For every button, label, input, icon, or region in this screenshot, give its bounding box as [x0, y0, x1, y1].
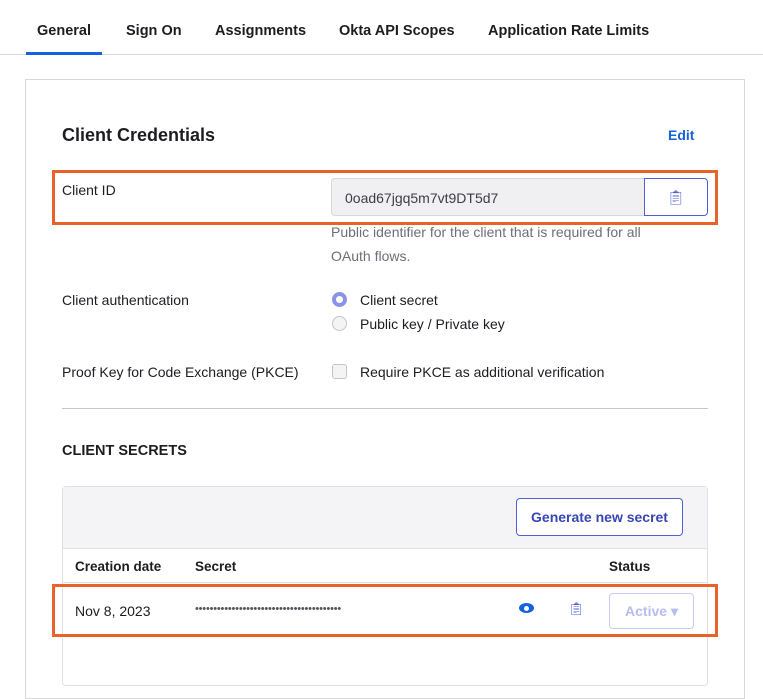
help-line-2: OAuth flows. — [331, 248, 411, 264]
tab-sign-on[interactable]: Sign On — [126, 23, 182, 39]
radio-public-key-label[interactable]: Public key / Private key — [360, 316, 505, 332]
section-divider — [62, 408, 708, 409]
pkce-checkbox-label[interactable]: Require PKCE as additional verification — [360, 364, 605, 380]
radio-client-secret[interactable] — [332, 292, 347, 307]
clipboard-icon: 📋︎ — [667, 188, 685, 205]
client-id-help: Public identifier for the client that is… — [331, 220, 641, 268]
copy-client-id-button[interactable]: 📋︎ — [644, 178, 708, 216]
status-dropdown[interactable]: Active ▾ — [609, 593, 694, 629]
secret-creation-date: Nov 8, 2023 — [75, 603, 151, 619]
client-auth-label: Client authentication — [62, 292, 189, 308]
client-secrets-title: CLIENT SECRETS — [62, 443, 187, 459]
edit-link[interactable]: Edit — [668, 127, 695, 143]
client-id-label: Client ID — [62, 182, 116, 198]
radio-client-secret-label[interactable]: Client secret — [360, 292, 438, 308]
tab-assignments[interactable]: Assignments — [215, 23, 307, 39]
tab-okta-api-scopes[interactable]: Okta API Scopes — [339, 23, 455, 39]
col-creation-date: Creation date — [75, 559, 162, 574]
pkce-label: Proof Key for Code Exchange (PKCE) — [62, 364, 299, 380]
secret-value: •••••••••••••••••••••••••••••••••••••••• — [195, 603, 342, 615]
client-id-highlight — [52, 170, 718, 225]
col-secret: Secret — [195, 559, 237, 574]
copy-secret-icon[interactable]: 📋︎ — [568, 601, 585, 616]
tab-divider — [0, 54, 763, 55]
secret-row-highlight — [52, 584, 718, 637]
section-title: Client Credentials — [62, 125, 216, 145]
header-row-divider — [62, 582, 708, 583]
col-status: Status — [609, 559, 651, 574]
active-tab-indicator — [26, 52, 102, 55]
client-id-field[interactable]: 0oad67jgq5m7vt9DT5d7 — [331, 178, 645, 216]
tab-general[interactable]: General — [37, 23, 91, 39]
eye-icon[interactable] — [519, 603, 534, 613]
generate-secret-button[interactable]: Generate new secret — [516, 498, 683, 536]
tab-application-rate-limits[interactable]: Application Rate Limits — [488, 23, 650, 39]
radio-public-key[interactable] — [332, 316, 347, 331]
pkce-checkbox[interactable] — [332, 364, 347, 379]
help-line-1: Public identifier for the client that is… — [331, 224, 641, 240]
